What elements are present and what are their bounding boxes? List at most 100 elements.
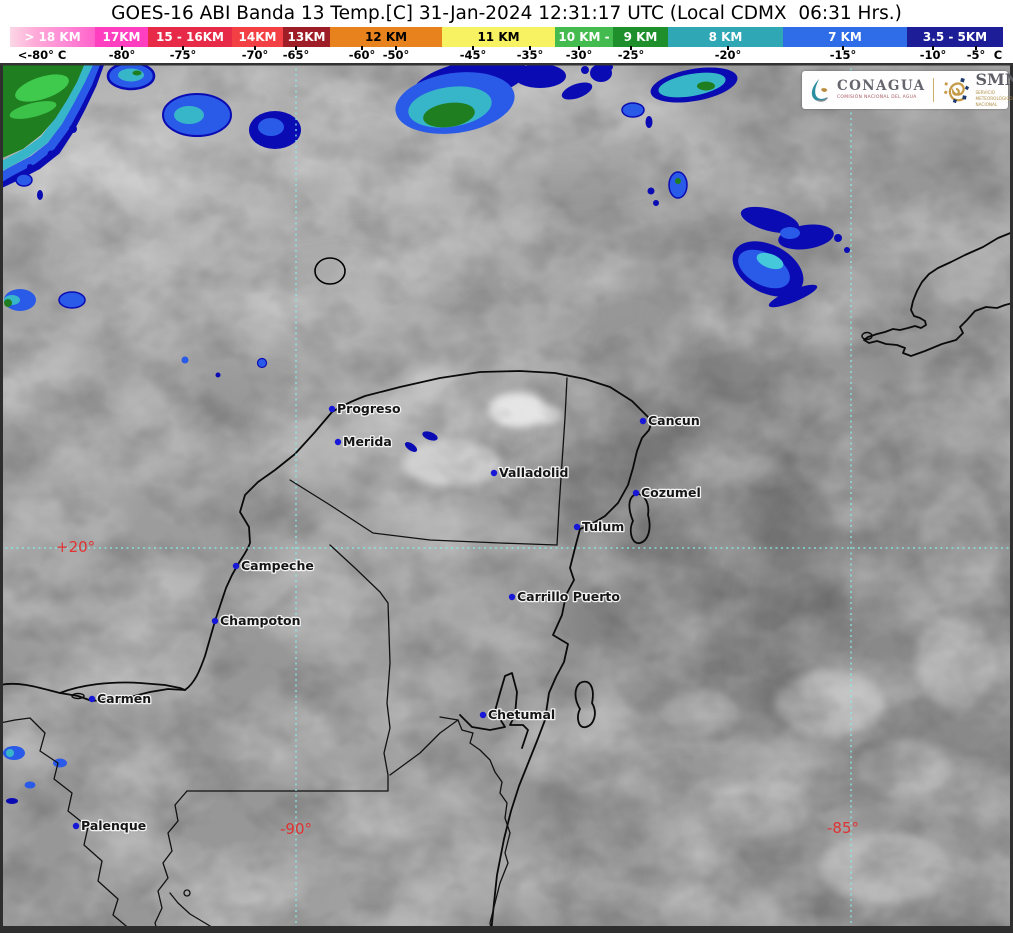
colorbar-segment: 12 KM xyxy=(330,27,442,47)
coordinate-label: -90° xyxy=(280,820,312,838)
temp-tick xyxy=(630,46,632,50)
carmen-lagoon xyxy=(59,681,186,694)
lat-lon-gridlines xyxy=(0,63,1013,926)
southwest-border xyxy=(0,717,133,938)
colorbar-segment: 9 KM xyxy=(613,27,668,47)
city-dot xyxy=(88,695,96,703)
temp-label: -80° xyxy=(108,48,136,62)
cuba-islet xyxy=(861,331,873,341)
logo-divider xyxy=(933,78,935,102)
city-label: Palenque xyxy=(81,818,146,833)
state-border-yucatan-qroo xyxy=(556,377,568,546)
temp-label: -75° xyxy=(169,48,197,62)
carmen-islet xyxy=(71,692,85,700)
conagua-logo-icon xyxy=(808,76,832,104)
city-marker-tulum: Tulum xyxy=(573,518,626,535)
temp-tick xyxy=(295,46,297,50)
colorbar-segment: 17KM xyxy=(95,27,148,47)
temperature-scale: <-80° C -80° -75° -70° -65° -60° -50° -45° -35° -… xyxy=(0,46,1013,63)
city-label: Progreso xyxy=(337,401,401,416)
cuba-coastline xyxy=(863,231,1013,357)
coordinate-label: -85° xyxy=(827,819,859,837)
city-dot xyxy=(479,711,487,719)
temp-tick xyxy=(395,46,397,50)
temp-label: -5° xyxy=(966,48,986,62)
ambergris-island xyxy=(574,680,596,729)
city-label: Valladolid xyxy=(499,465,568,480)
temp-label: -20° xyxy=(714,48,742,62)
temp-label: -70° xyxy=(241,48,269,62)
coordinate-labels: +20° -90° -85° xyxy=(56,538,859,838)
city-dot xyxy=(573,523,581,531)
city-dot xyxy=(328,405,336,413)
city-label: Carrillo Puerto xyxy=(517,589,620,604)
temp-tick xyxy=(472,46,474,50)
city-marker-carrillo-puerto: Carrillo Puerto xyxy=(508,588,622,605)
satellite-imagery xyxy=(0,63,1013,938)
city-marker-cozumel: Cozumel xyxy=(632,484,702,501)
city-marker-merida: Merida xyxy=(334,433,393,450)
temp-tick xyxy=(975,46,977,50)
city-marker-chetumal: Chetumal xyxy=(479,706,556,723)
temp-label: C xyxy=(993,48,1003,62)
temp-label: -30° xyxy=(565,48,593,62)
temp-label: -10° xyxy=(919,48,947,62)
chetumal-bay xyxy=(459,672,529,749)
city-marker-carmen: Carmen xyxy=(88,690,152,707)
city-marker-valladolid: Valladolid xyxy=(490,464,570,481)
temp-tick xyxy=(727,46,729,50)
colorbar-segment: 11 KM xyxy=(442,27,555,47)
temp-tick xyxy=(578,46,580,50)
conagua-name: CONAGUA xyxy=(837,77,926,94)
smn-subtitle: SERVICIO METEOROLÓGICO NACIONAL xyxy=(975,90,1013,107)
city-label: Merida xyxy=(343,434,392,449)
smn-name: SMN xyxy=(975,70,1013,90)
colorbar-segment: 13KM xyxy=(283,27,330,47)
city-label: Chetumal xyxy=(488,707,555,722)
state-border-campeche-qroo xyxy=(186,544,391,792)
colorbar-segment: 14KM xyxy=(232,27,283,47)
yucatan-coastline xyxy=(0,370,653,934)
city-dot xyxy=(232,562,240,570)
temp-label: -60° xyxy=(348,48,376,62)
temp-label: -15° xyxy=(829,48,857,62)
colorbar-segment: 15 - 16KM xyxy=(148,27,232,47)
city-label: Campeche xyxy=(241,558,314,573)
cold-cloud-patches xyxy=(0,63,850,804)
city-dot xyxy=(490,469,498,477)
conagua-logo-text: CONAGUA COMISIÓN NACIONAL DEL AGUA xyxy=(837,77,926,101)
city-dot xyxy=(334,438,342,446)
annotation-circle xyxy=(314,257,346,285)
city-dot xyxy=(211,617,219,625)
map-frame xyxy=(0,63,1013,938)
city-marker-cancun: Cancun xyxy=(639,412,701,429)
temp-tick xyxy=(932,46,934,50)
cozumel-island xyxy=(628,493,651,544)
colorbar-segment: 10 KM - xyxy=(555,27,613,47)
colorbar-segment: > 18 KM xyxy=(10,27,95,47)
border-campeche-west xyxy=(154,790,188,934)
temp-tick xyxy=(121,46,123,50)
colorbar-segment: 3.5 - 5KM xyxy=(907,27,1003,47)
city-marker-campeche: Campeche xyxy=(232,557,315,574)
coordinate-label: +20° xyxy=(56,538,95,556)
page-title: GOES-16 ABI Banda 13 Temp.[C] 31-Jan-202… xyxy=(111,3,902,24)
city-marker-progreso: Progreso xyxy=(328,400,402,417)
coastlines xyxy=(0,231,1013,938)
state-border-yucatan-south xyxy=(289,479,558,546)
temp-label: -50° xyxy=(382,48,410,62)
smn-logo-icon xyxy=(942,76,970,104)
smn-logo-text: SMN SERVICIO METEOROLÓGICO NACIONAL xyxy=(975,72,1013,107)
temp-label: -25° xyxy=(617,48,645,62)
conagua-subtitle: COMISIÓN NACIONAL DEL AGUA xyxy=(837,95,917,101)
city-marker-champoton: Champoton xyxy=(211,612,302,629)
city-label: Carmen xyxy=(97,691,151,706)
city-label: Champoton xyxy=(220,613,301,628)
agency-logos: CONAGUA COMISIÓN NACIONAL DEL AGUA SMN S… xyxy=(802,71,1013,109)
city-label: Cozumel xyxy=(641,485,701,500)
city-dot xyxy=(508,593,516,601)
temp-tick xyxy=(182,46,184,50)
city-dot xyxy=(632,489,640,497)
border-qroo-diagonal xyxy=(389,719,459,776)
city-dot xyxy=(72,822,80,830)
